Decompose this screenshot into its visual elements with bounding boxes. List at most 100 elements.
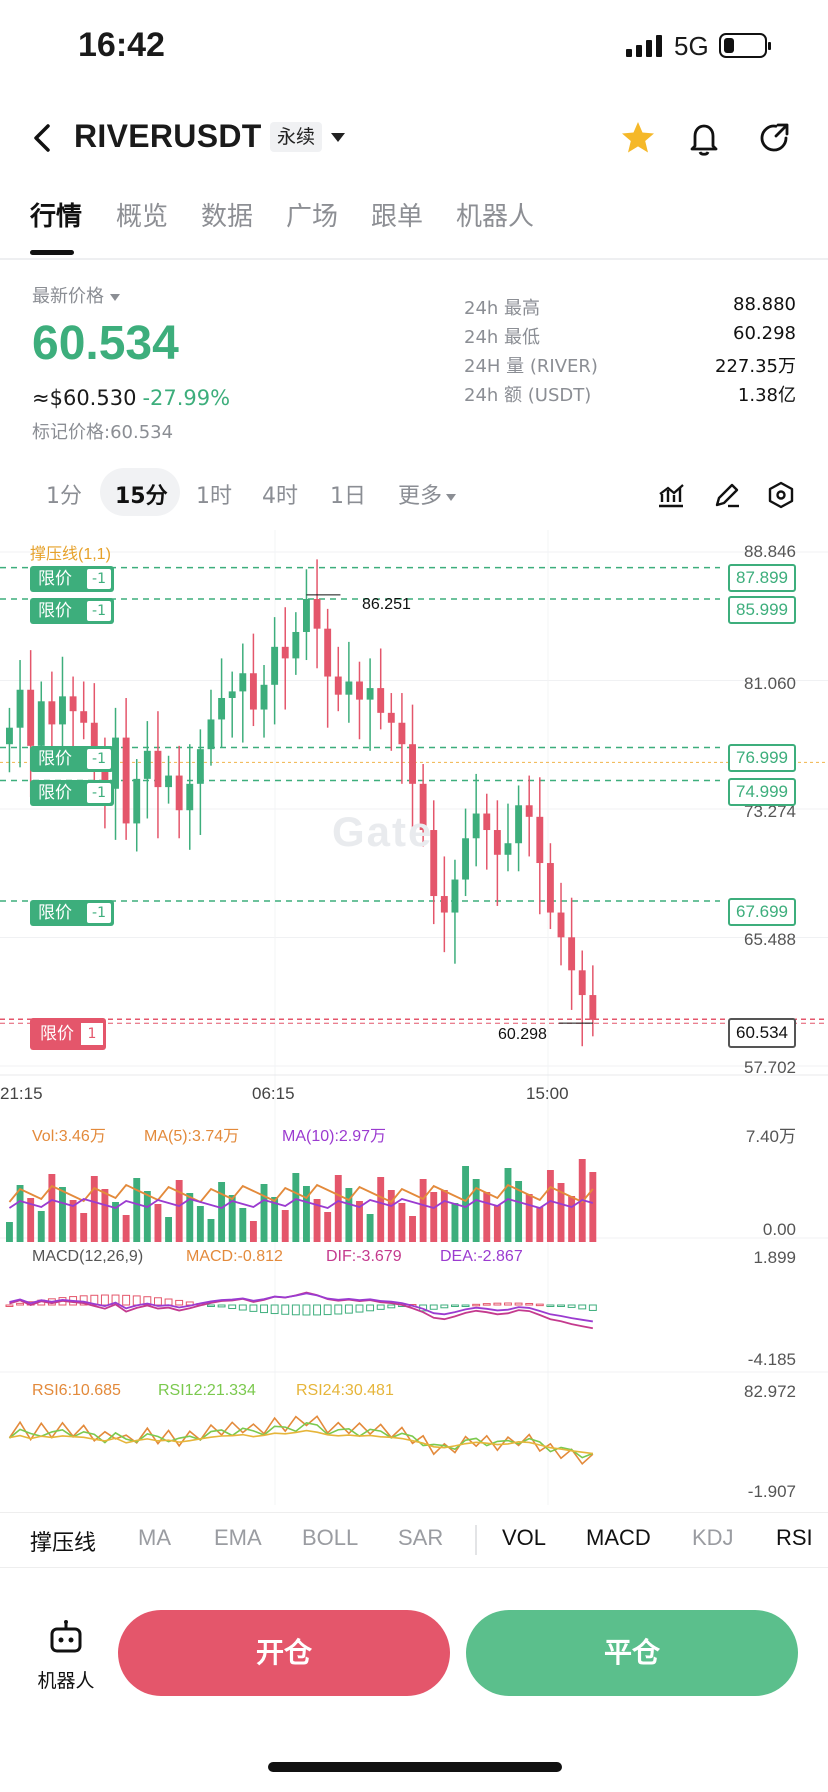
volume-bar (398, 1203, 406, 1242)
limit-order-tag[interactable]: 限价 -1 (30, 780, 114, 806)
macd-axis-tick: 1.899 (753, 1248, 796, 1267)
tab-robot[interactable]: 机器人 (456, 202, 535, 232)
macd-histogram-bar (132, 1295, 141, 1306)
macd-histogram-bar (387, 1304, 396, 1309)
tab-market[interactable]: 行情 (30, 202, 83, 232)
usd-line: ≈$60.530 -27.99% (32, 386, 230, 410)
draw-icon[interactable] (712, 480, 742, 510)
limit-order-tag[interactable]: 限价 -1 (30, 746, 114, 772)
indicator-boll[interactable]: BOLL (302, 1525, 359, 1550)
rsi24-line (9, 1429, 593, 1455)
volume-bar (430, 1192, 438, 1242)
candle (313, 598, 321, 629)
macd-histogram-bar (482, 1303, 491, 1306)
candle (80, 711, 88, 723)
back-icon[interactable] (28, 122, 58, 154)
volume-bar (207, 1219, 215, 1242)
volume-bar (525, 1194, 533, 1242)
indicator-kdj[interactable]: KDJ (692, 1525, 734, 1550)
order-price-label: 74.999 (728, 778, 796, 806)
order-qty: -1 (87, 601, 111, 621)
candle (483, 813, 491, 831)
macd-histogram-bar (578, 1304, 587, 1310)
robot-button[interactable]: 机器人 (30, 1618, 102, 1698)
candle (377, 688, 385, 713)
stat-row: 24h 最低 60.298 (464, 323, 796, 352)
candle (387, 712, 395, 723)
bell-icon[interactable] (684, 118, 724, 158)
tab-overview[interactable]: 概览 (116, 202, 169, 232)
candle (165, 775, 173, 788)
candle (398, 722, 406, 745)
limit-order-tag[interactable]: 限价 -1 (30, 598, 114, 624)
timeframe-more[interactable]: 更多 (398, 478, 457, 510)
vol-axis-tick: 0.00 (762, 1220, 796, 1239)
position-tag[interactable]: 限价 1 (30, 1018, 106, 1050)
price-type-selector[interactable]: 最新价格 (32, 282, 432, 308)
candle (578, 970, 586, 996)
indicator-vol[interactable]: VOL (502, 1525, 547, 1550)
settings-hex-icon[interactable] (766, 480, 796, 510)
close-position-button[interactable]: 平仓 (466, 1610, 798, 1696)
volume-bar (345, 1188, 353, 1242)
order-qty: -1 (87, 903, 111, 923)
open-position-button[interactable]: 开仓 (118, 1610, 450, 1696)
order-tag-label: 限价 (38, 903, 72, 923)
pair-title[interactable]: RIVERUSDT (74, 118, 262, 154)
chevron-down-icon[interactable] (331, 133, 345, 142)
macd-histogram-bar (525, 1302, 534, 1306)
candle (493, 830, 501, 855)
timeframe-4h[interactable]: 4时 (262, 484, 298, 509)
macd-histogram-bar (344, 1304, 353, 1314)
volume-bar (16, 1185, 24, 1242)
volume-bar (281, 1210, 289, 1242)
timeframe-15m[interactable]: 15分 (115, 484, 168, 509)
timeframe-1h[interactable]: 1时 (196, 484, 232, 509)
candle (324, 628, 332, 677)
vol-ma5-line (8, 1183, 594, 1204)
candle (589, 995, 597, 1020)
indicator-ma[interactable]: MA (138, 1525, 171, 1550)
candle (196, 749, 204, 784)
volume-bar (154, 1204, 162, 1242)
macd-histogram-bar (79, 1295, 88, 1306)
macd-histogram-bar (472, 1303, 481, 1307)
candle (472, 813, 480, 839)
volume-bar (409, 1216, 416, 1242)
tab-data[interactable]: 数据 (201, 202, 254, 232)
watermark: Gate (332, 808, 434, 855)
vol-label: Vol:3.46万 (32, 1128, 106, 1145)
order-qty: -1 (87, 749, 111, 769)
indicator-rsi[interactable]: RSI (776, 1525, 813, 1550)
indicator-ema[interactable]: EMA (214, 1525, 262, 1550)
tab-square[interactable]: 广场 (286, 202, 339, 232)
timeframe-1d[interactable]: 1日 (330, 484, 366, 509)
order-price-label: 85.999 (728, 596, 796, 624)
divider (0, 258, 828, 260)
vol-axis-tick: 7.40万 (745, 1127, 796, 1146)
chart-area[interactable]: Gate 撑压线(1,1) 88.846 81.060 73.274 65.48… (0, 530, 828, 1505)
indicator-macd[interactable]: MACD (586, 1525, 651, 1550)
indicator-icon[interactable] (656, 480, 686, 510)
macd-histogram-bar (514, 1302, 523, 1306)
timeframe-1m[interactable]: 1分 (46, 484, 82, 509)
star-icon[interactable] (618, 118, 658, 158)
vol-ma10-label: MA(10):2.97万 (282, 1128, 387, 1145)
candle (16, 689, 24, 728)
volume-bar (59, 1187, 66, 1242)
tab-copy-trading[interactable]: 跟单 (371, 202, 424, 232)
limit-order-tag[interactable]: 限价 -1 (30, 900, 114, 926)
share-icon[interactable] (754, 118, 794, 158)
indicator-sr[interactable]: 撑压线 (30, 1530, 97, 1555)
limit-order-tag[interactable]: 限价 -1 (30, 566, 114, 592)
indicator-sar[interactable]: SAR (398, 1525, 444, 1550)
macd-histogram-bar (366, 1304, 375, 1312)
volume-bar (122, 1215, 130, 1242)
macd-histogram-bar (302, 1304, 311, 1316)
candle (249, 673, 257, 710)
bottom-action-bar: 机器人 开仓 平仓 (0, 1590, 828, 1720)
candlestick-chart[interactable] (0, 530, 828, 1505)
candle (430, 830, 438, 897)
macd-histogram-bar (376, 1304, 385, 1310)
contract-type-badge[interactable]: 永续 (270, 122, 323, 152)
